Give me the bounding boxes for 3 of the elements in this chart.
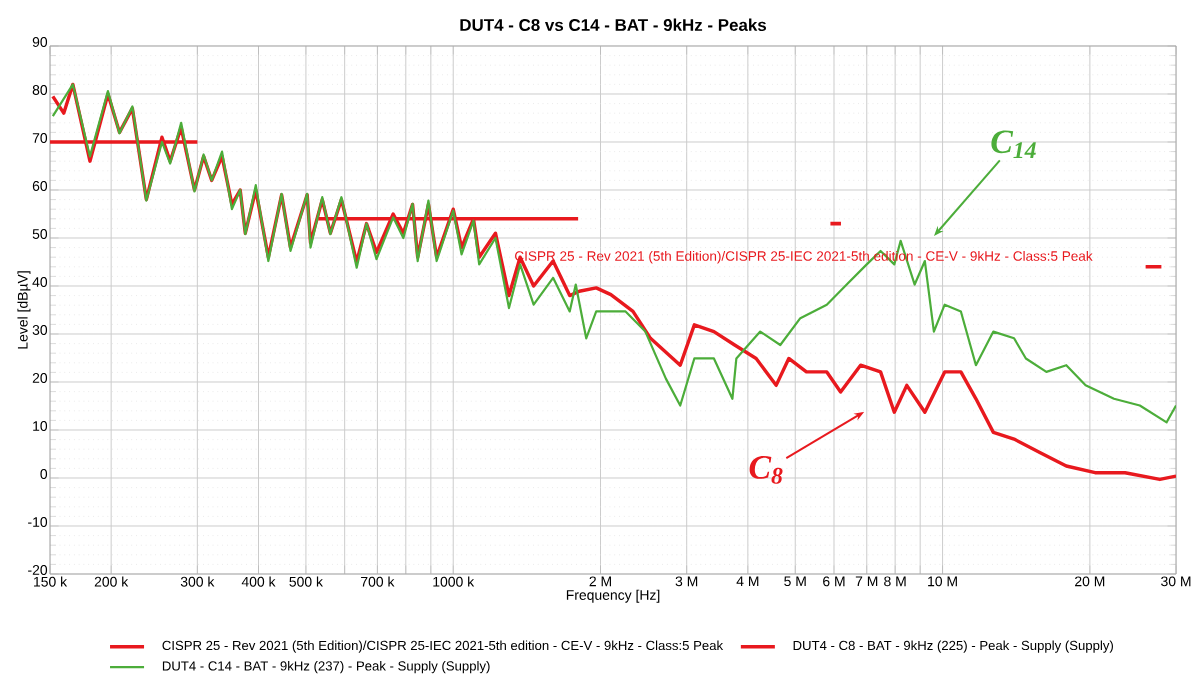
chart-title: DUT4 - C8 vs C14 - BAT - 9kHz - Peaks <box>460 18 767 31</box>
annotation: C$_{14}$ <box>991 130 1036 158</box>
annotation: C$_{8}$ <box>749 456 783 484</box>
